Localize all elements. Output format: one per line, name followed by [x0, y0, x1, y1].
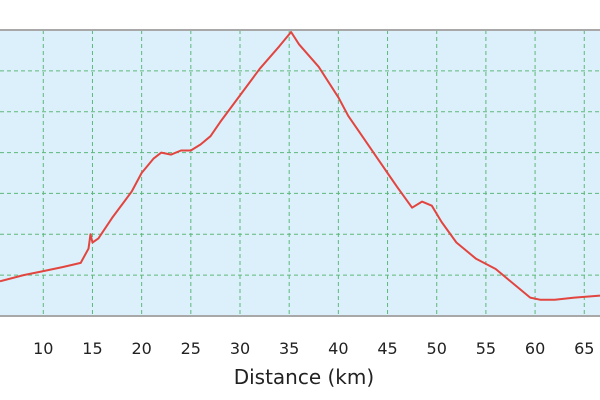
- vertical-gridlines: [42, 30, 585, 316]
- x-tick-label: 60: [525, 339, 545, 358]
- x-tick-label: 35: [279, 339, 299, 358]
- elevation-series-line: [0, 31, 600, 301]
- x-tick-label: 15: [82, 339, 102, 358]
- plot-area: [0, 30, 600, 316]
- x-tick-label: 30: [230, 339, 250, 358]
- x-tick-label: 10: [33, 339, 53, 358]
- x-tick-label: 65: [574, 339, 594, 358]
- x-tick-label: 25: [181, 339, 201, 358]
- x-tick-label: 40: [328, 339, 348, 358]
- x-tick-label: 55: [476, 339, 496, 358]
- x-tick-label: 45: [377, 339, 397, 358]
- x-tick-label: 50: [427, 339, 447, 358]
- x-axis-tick-labels: 10 15 20 25 30 35 40 45 50 55 60 65: [33, 339, 594, 358]
- x-axis-title: Distance (km): [234, 365, 374, 389]
- x-tick-label: 20: [131, 339, 151, 358]
